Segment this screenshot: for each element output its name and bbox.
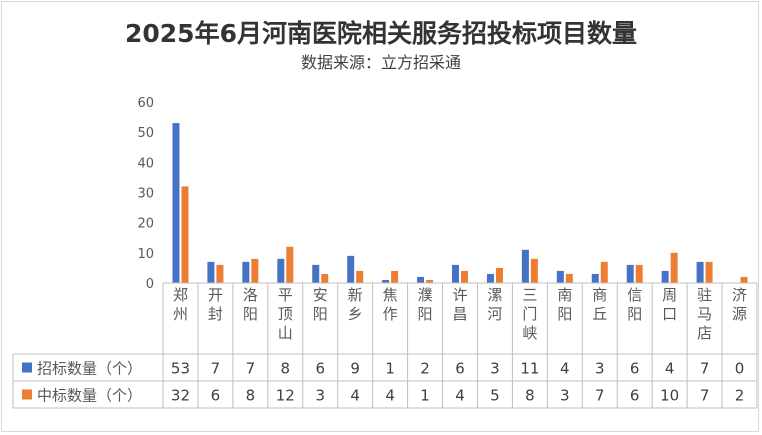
data-table-value: 4	[455, 387, 465, 405]
data-table-value: 10	[660, 387, 679, 405]
y-tick-label: 10	[137, 247, 154, 262]
bar	[251, 258, 259, 283]
data-table-value: 7	[700, 360, 710, 378]
data-table-value: 53	[171, 360, 190, 378]
bar	[556, 270, 564, 283]
data-table-value: 2	[420, 360, 430, 378]
data-table-value: 6	[630, 387, 640, 405]
bar	[277, 258, 285, 283]
bar	[495, 267, 503, 283]
data-table-value: 4	[385, 387, 395, 405]
bar	[356, 270, 364, 283]
data-table-value: 3	[560, 387, 570, 405]
data-table-value: 3	[490, 360, 500, 378]
bar	[181, 186, 189, 283]
x-tick-label: 平顶山	[278, 286, 293, 342]
bar	[696, 261, 704, 283]
bar	[216, 264, 224, 283]
x-tick-label: 三门峡	[522, 286, 537, 342]
bar	[486, 273, 494, 283]
data-table-value: 0	[735, 360, 745, 378]
bar	[207, 261, 215, 283]
data-table-value: 8	[246, 387, 256, 405]
bar	[426, 279, 434, 283]
y-tick-label: 20	[137, 217, 154, 232]
bar	[461, 270, 468, 283]
data-table-value: 4	[560, 360, 570, 378]
x-tick-label: 济源	[732, 286, 747, 323]
bar	[312, 264, 320, 283]
bar	[417, 276, 425, 283]
bar	[452, 264, 459, 283]
bar	[591, 273, 599, 283]
x-tick-label: 信阳	[627, 286, 642, 323]
data-table-value: 8	[525, 387, 535, 405]
x-tick-label: 洛阳	[243, 286, 258, 323]
data-table-value: 2	[735, 387, 745, 405]
data-table-value: 1	[385, 360, 395, 378]
bar	[321, 273, 329, 283]
bar	[347, 255, 355, 283]
bar	[242, 261, 250, 283]
y-tick-label: 0	[146, 277, 154, 292]
data-table-value: 11	[520, 360, 539, 378]
data-table-value: 12	[276, 387, 295, 405]
data-table-value: 7	[246, 360, 256, 378]
data-table-value: 6	[630, 360, 640, 378]
chart-subtitle: 数据来源：立方招采通	[300, 53, 461, 72]
bar	[600, 261, 608, 283]
data-table-value: 5	[490, 387, 500, 405]
data-table-value: 7	[595, 387, 605, 405]
bar	[382, 279, 390, 283]
data-table-value: 9	[350, 360, 360, 378]
x-tick-label: 新乡	[348, 286, 363, 323]
data-table-value: 4	[350, 387, 360, 405]
y-tick-label: 60	[137, 96, 154, 111]
data-table-value: 3	[315, 387, 325, 405]
data-table-value: 8	[281, 360, 291, 378]
bar	[391, 270, 399, 283]
x-tick-label: 漯河	[487, 286, 502, 323]
x-tick-label: 商丘	[592, 286, 607, 323]
bar	[740, 276, 748, 283]
legend-key	[22, 362, 32, 373]
legend-label: 中标数量（个）	[37, 387, 142, 405]
bar	[530, 258, 538, 283]
x-tick-label: 周口	[662, 286, 677, 323]
legend-key	[22, 389, 32, 400]
y-tick-label: 30	[137, 187, 154, 202]
bar	[670, 252, 678, 283]
x-tick-label: 安阳	[313, 286, 328, 323]
data-table-value: 6	[455, 360, 465, 378]
data-table-value: 3	[595, 360, 605, 378]
y-tick-label: 50	[137, 126, 154, 141]
bar	[635, 264, 643, 283]
x-tick-label: 许昌	[452, 286, 467, 323]
bar	[172, 123, 180, 283]
x-tick-label: 开封	[208, 286, 223, 323]
x-tick-label: 濮阳	[418, 286, 433, 323]
bar	[565, 273, 573, 283]
data-table-value: 6	[211, 387, 221, 405]
data-table-value: 7	[700, 387, 710, 405]
data-table-value: 6	[315, 360, 325, 378]
x-tick-label: 焦作	[383, 286, 398, 323]
x-tick-label: 郑州	[173, 286, 188, 323]
x-tick-label: 驻马店	[697, 286, 712, 342]
bar	[626, 264, 634, 283]
data-table-value: 32	[171, 387, 190, 405]
x-tick-label: 南阳	[557, 286, 572, 323]
legend-label: 招标数量（个）	[37, 360, 142, 378]
chart-title: 2025年6月河南医院相关服务招投标项目数量	[125, 19, 637, 48]
bar	[521, 249, 529, 283]
data-table-value: 7	[211, 360, 221, 378]
bar	[661, 270, 669, 283]
data-table-value: 4	[665, 360, 675, 378]
y-tick-label: 40	[137, 156, 154, 171]
data-table-value: 1	[420, 387, 430, 405]
bar	[705, 261, 713, 283]
bar	[286, 246, 294, 283]
